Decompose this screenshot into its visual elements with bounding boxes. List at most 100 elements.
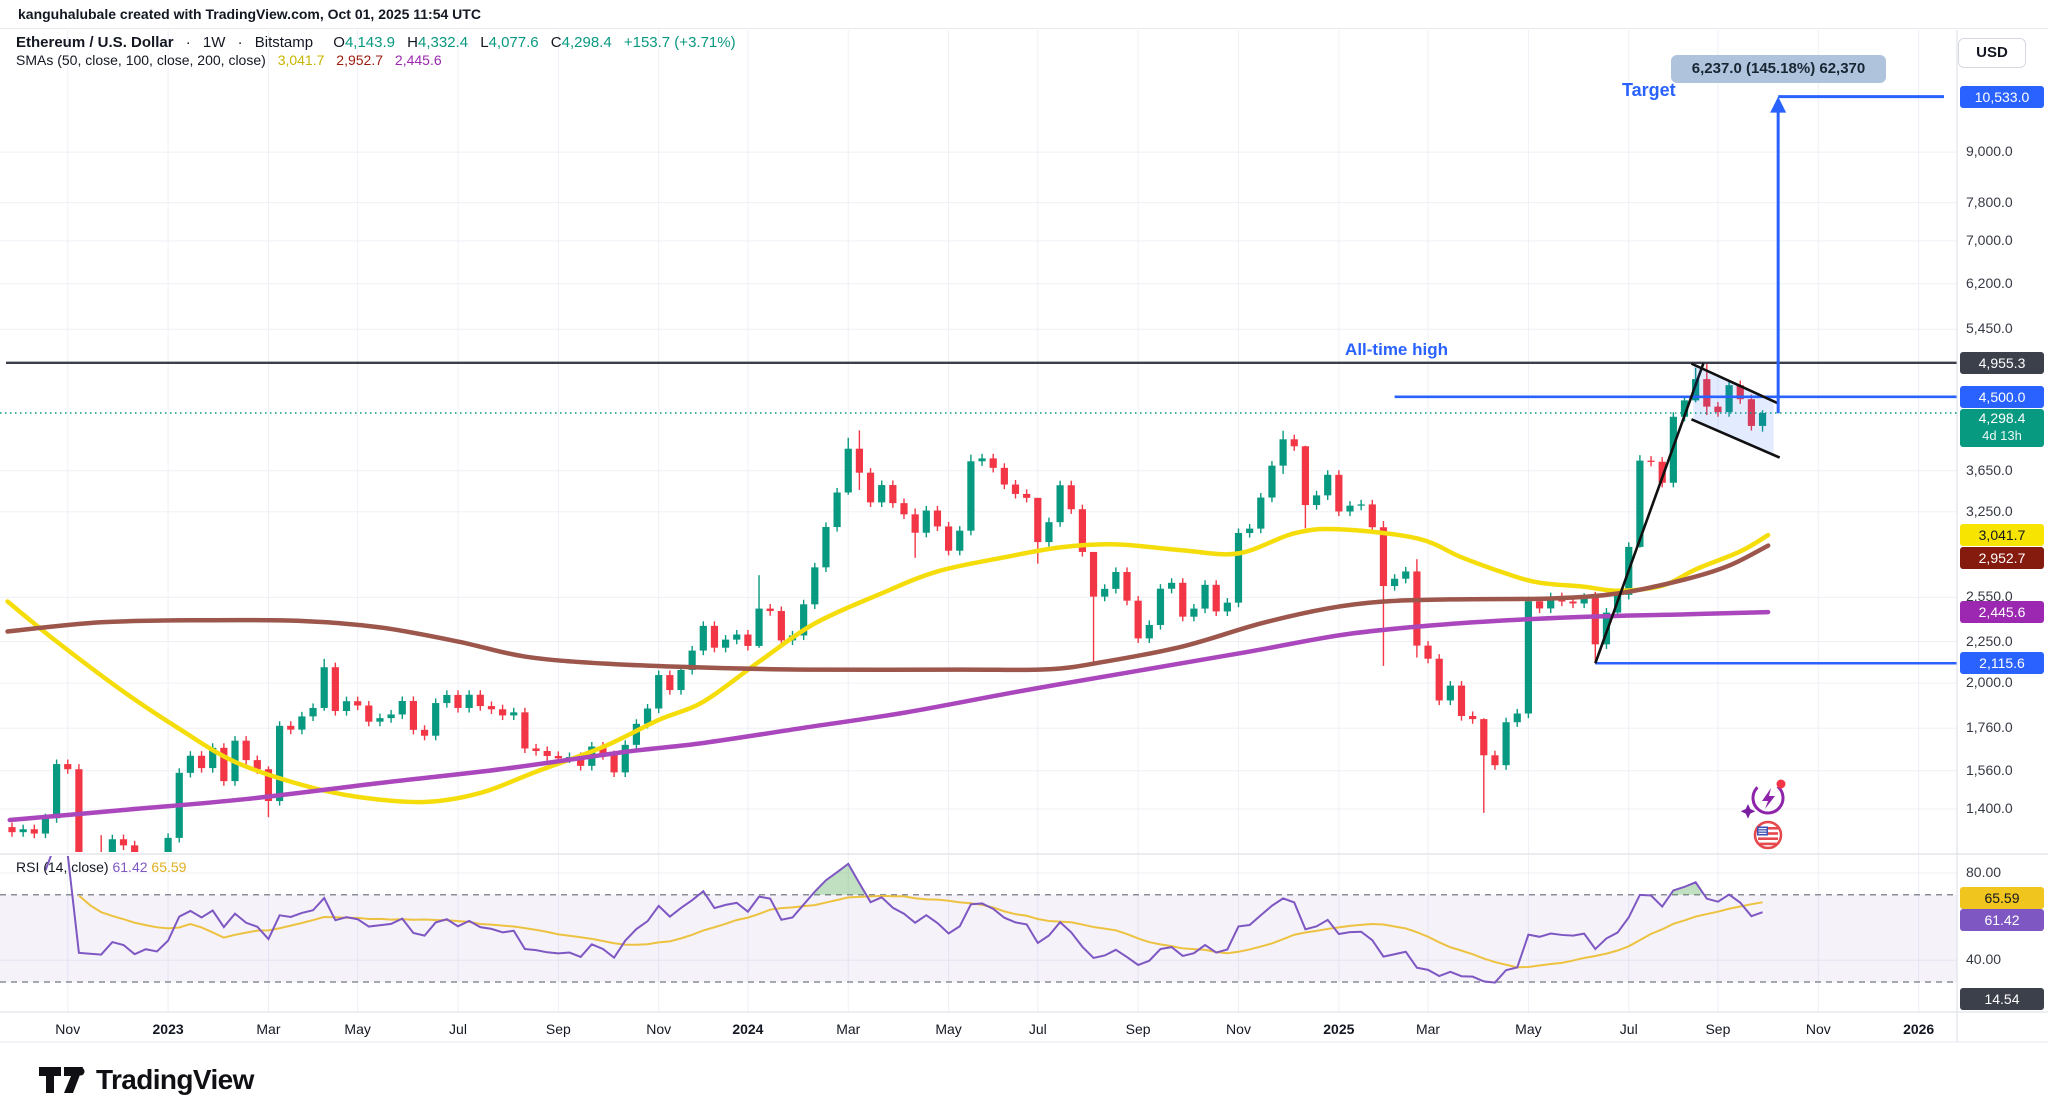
candle-body: [1725, 385, 1733, 413]
price-tick-label: 2,550.0: [1966, 588, 2013, 605]
candle-body: [1457, 685, 1466, 716]
candle-body: [264, 769, 273, 802]
candle-body: [454, 694, 462, 708]
candle-body: [632, 723, 640, 745]
time-axis-label: Mar: [256, 1021, 281, 1037]
candle-body: [733, 634, 741, 640]
candle-body: [978, 458, 986, 462]
price-tick-label: 6,200.0: [1966, 274, 2013, 291]
candle-body: [1547, 597, 1555, 609]
candle-body: [1067, 485, 1075, 510]
candle-body: [922, 510, 930, 533]
candle-body: [1357, 504, 1365, 506]
candle-body: [1268, 465, 1276, 498]
candle-body: [1190, 608, 1198, 617]
candle-body: [1011, 484, 1020, 494]
rsi-line: [44, 856, 1763, 984]
all-time-high-label[interactable]: All-time high: [1345, 340, 1448, 359]
candle-body: [1368, 504, 1376, 528]
candle-body: [1569, 601, 1577, 604]
open-label: O: [333, 34, 345, 51]
candle-body: [1089, 551, 1098, 597]
candle-body: [1112, 571, 1120, 589]
candle-body: [409, 701, 417, 730]
candle-body: [41, 818, 50, 834]
change-value: +153.7 (+3.71%): [623, 34, 736, 51]
candle-body: [766, 608, 774, 612]
candle-body: [1078, 509, 1086, 552]
separator: ·: [237, 34, 243, 51]
candle-body: [1502, 722, 1510, 766]
symbol-header[interactable]: Ethereum / U.S. Dollar · 1W · Bitstamp O…: [16, 34, 736, 51]
candle-body: [521, 712, 529, 749]
price-tick-label: 2,250.0: [1966, 632, 2013, 649]
separator: ·: [185, 34, 191, 51]
candle-body: [610, 755, 618, 773]
close-label: C: [550, 34, 562, 51]
candle-body: [1246, 528, 1254, 533]
rsi-ma-line: [78, 894, 1763, 969]
close-value: 4,298.4: [561, 34, 612, 51]
candle-body: [1201, 584, 1209, 609]
drawings-layer[interactable]: [6, 95, 1957, 665]
candles-layer[interactable]: [8, 362, 1767, 903]
candle-body: [1379, 527, 1388, 587]
candle-body: [1402, 571, 1410, 579]
candle-body: [1435, 658, 1443, 701]
candle-body: [197, 755, 206, 769]
candle-body: [432, 703, 440, 736]
high-label: H: [407, 34, 418, 51]
time-axis-label: 2025: [1323, 1021, 1355, 1037]
candle-body: [398, 701, 406, 715]
ai-lightning-icon: [1740, 779, 1786, 819]
rsi-pane[interactable]: [0, 841, 1957, 984]
candle-body: [487, 706, 496, 710]
time-axis-label: 2026: [1903, 1021, 1935, 1037]
rsi-tick-label: 80.00: [1966, 864, 2002, 880]
sma-header[interactable]: SMAs (50, close, 100, close, 200, close)…: [16, 52, 442, 68]
time-axis-label: May: [1515, 1021, 1542, 1037]
interval-label[interactable]: 1W: [202, 34, 226, 51]
candle-body: [777, 611, 785, 641]
candle-body: [1446, 685, 1454, 701]
candle-body: [1000, 467, 1008, 485]
candle-body: [1680, 400, 1689, 417]
time-axis-label: May: [935, 1021, 962, 1037]
candle-body: [186, 755, 194, 773]
candle-body: [911, 514, 919, 533]
candle-body: [1034, 497, 1042, 543]
sma100-value: 2,952.7: [336, 52, 384, 68]
candle-body: [465, 694, 473, 708]
tradingview-logo[interactable]: TradingView: [38, 1064, 254, 1096]
rsi-value: 61.42: [112, 859, 148, 875]
candle-body: [1234, 532, 1243, 603]
candle-body: [510, 712, 518, 716]
candle-body: [1312, 495, 1321, 506]
candle-body: [209, 747, 217, 769]
currency-toggle-button[interactable]: USD: [1958, 38, 2026, 68]
sma100-line[interactable]: [5, 543, 1771, 673]
trend-line: [1594, 362, 1705, 664]
candle-body: [967, 461, 975, 531]
candle-body: [1424, 645, 1432, 659]
attribution-text: kanguhalubale created with TradingView.c…: [0, 0, 2048, 29]
candle-body: [499, 709, 507, 716]
candle-body: [811, 567, 819, 605]
symbol-name[interactable]: Ethereum / U.S. Dollar: [16, 34, 174, 51]
sma50-value: 3,041.7: [277, 52, 325, 68]
candle-body: [30, 829, 38, 834]
candle-body: [599, 746, 607, 756]
candle-body: [1413, 571, 1421, 646]
sma200-value: 2,445.6: [394, 52, 442, 68]
candle-body: [1290, 439, 1298, 447]
time-axis-label: 2024: [732, 1021, 764, 1037]
rsi-header[interactable]: RSI (14, close) 61.42 65.59: [16, 859, 186, 875]
candle-body: [1703, 379, 1711, 407]
tradingview-glyph-icon: [39, 1067, 85, 1093]
sma200-line[interactable]: [7, 609, 1771, 823]
price-label-chip: 4,500.0: [1960, 385, 2044, 408]
candle-body: [643, 708, 652, 724]
target-label[interactable]: Target: [1622, 80, 1676, 100]
candle-body: [1156, 588, 1165, 625]
sma50-line[interactable]: [5, 526, 1771, 805]
